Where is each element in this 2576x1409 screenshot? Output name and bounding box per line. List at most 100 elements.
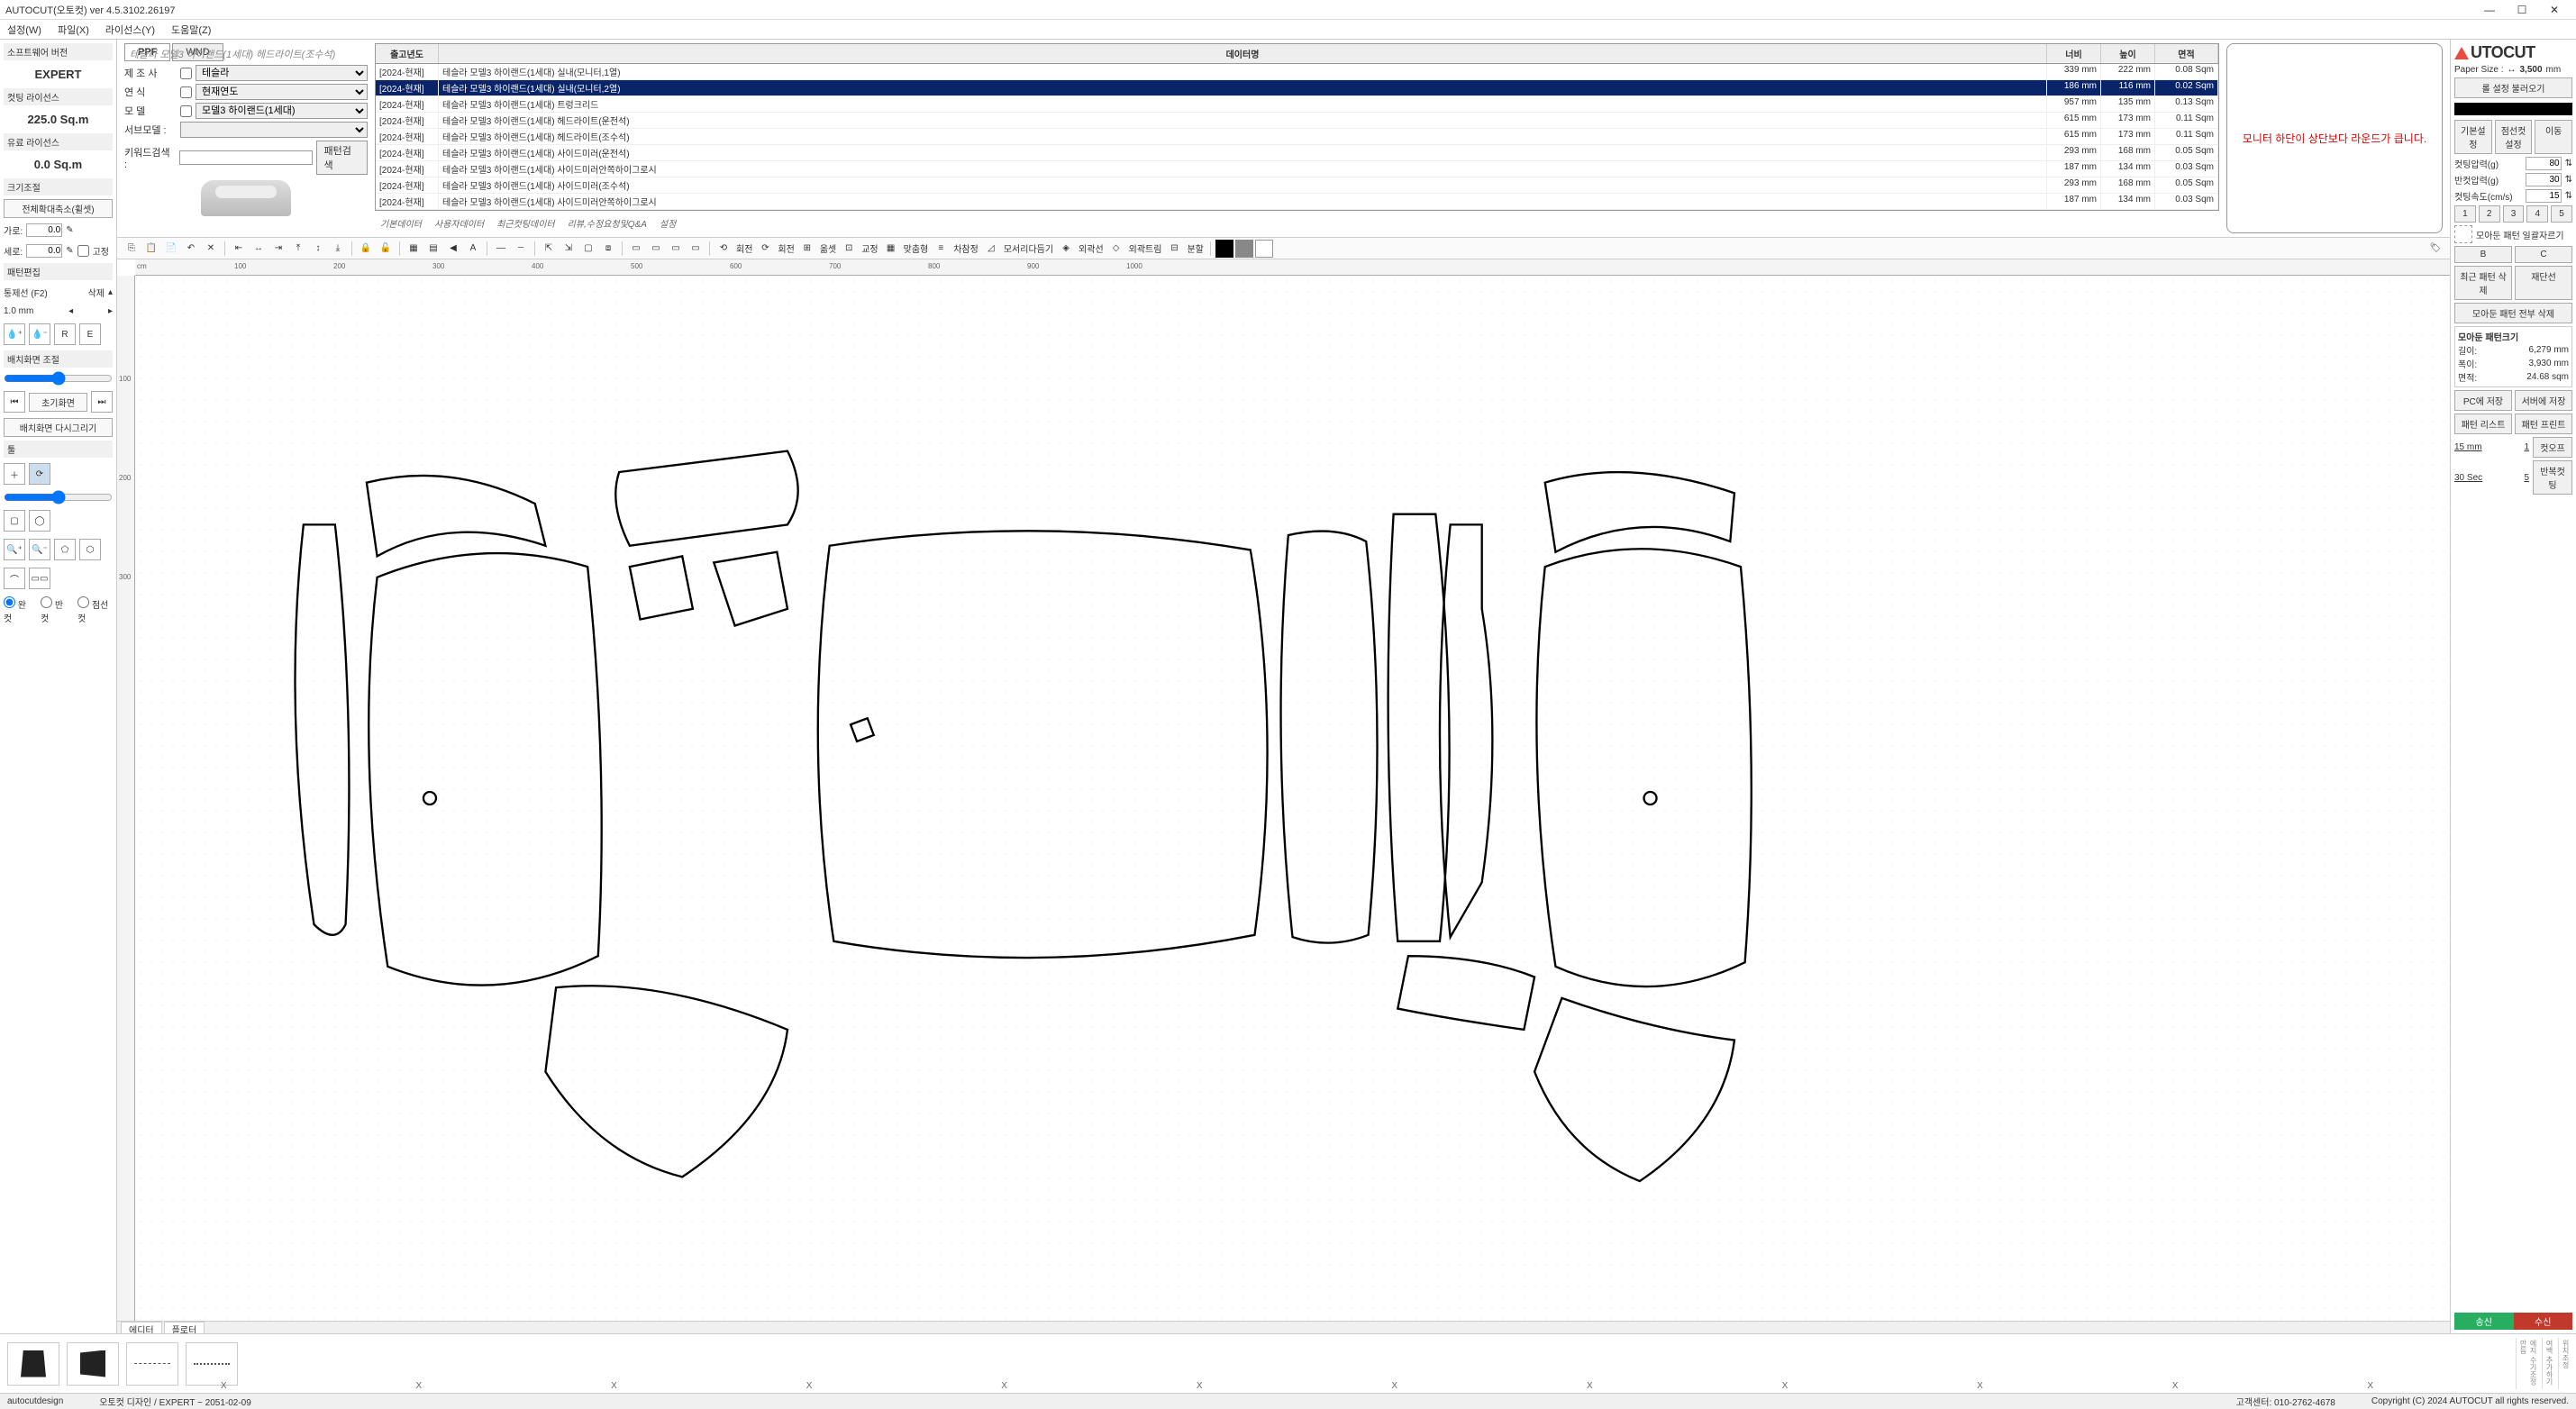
page-3-button[interactable]: 3 xyxy=(2503,205,2525,223)
zoom-in-icon[interactable]: 🔍⁺ xyxy=(4,539,25,560)
dash-icon[interactable]: ┄ xyxy=(512,240,530,258)
flip-icon[interactable]: ⟲ xyxy=(715,240,733,258)
grid1-icon[interactable]: ▦ xyxy=(405,240,423,258)
data-tab-review[interactable]: 리뷰,수정요청및Q&A xyxy=(562,214,652,232)
pattern-print-button[interactable]: 패턴 프린트 xyxy=(2515,414,2572,434)
table-row[interactable]: [2024-현재]테슬라 모델3 하이랜드(1세대) 사이드미러안쪽하이그로시1… xyxy=(376,161,2218,177)
menu-settings[interactable]: 설정(W) xyxy=(7,23,41,37)
cut-full-radio[interactable]: 완 컷 xyxy=(4,596,33,624)
col-name[interactable]: 데이터명 xyxy=(439,44,2047,63)
align-center-icon[interactable]: ↔ xyxy=(250,240,268,258)
box2-icon[interactable]: ⧈ xyxy=(599,240,617,258)
arrow-in-icon[interactable]: ⇲ xyxy=(560,240,578,258)
year-checkbox[interactable] xyxy=(180,86,192,98)
table-row[interactable]: [2024-현재]테슬라 모델3 하이랜드(1세대) 사이드미러안쪽하이그로시1… xyxy=(376,194,2218,210)
table-row[interactable]: [2024-현재]테슬라 모델3 하이랜드(1세대) 실내(모니터,2열)186… xyxy=(376,80,2218,96)
interval-value[interactable]: 30 Sec xyxy=(2454,473,2482,483)
table-row[interactable]: [2024-현재]테슬라 모델3 하이랜드(1세대) 실내(모니터,1열)339… xyxy=(376,64,2218,80)
refresh-tool-icon[interactable]: ⟳ xyxy=(29,463,50,485)
align-top-icon[interactable]: ⤒ xyxy=(289,240,307,258)
rotate-icon[interactable]: ⟳ xyxy=(756,240,774,258)
thumb-1[interactable] xyxy=(7,1342,59,1386)
minimize-button[interactable]: — xyxy=(2473,0,2506,20)
zoom-out-icon[interactable]: 🔍⁻ xyxy=(29,539,50,560)
submodel-select[interactable] xyxy=(180,122,368,138)
cut-pressure-input[interactable] xyxy=(2526,157,2562,170)
load-roll-button[interactable]: 롤 설정 불러오기 xyxy=(2454,77,2572,98)
repeat-button[interactable]: 반복컷팅 xyxy=(2533,460,2572,495)
swatch-black-icon[interactable] xyxy=(1215,240,1233,258)
page-4-button[interactable]: 4 xyxy=(2526,205,2548,223)
align-bottom-icon[interactable]: ⤓ xyxy=(329,240,347,258)
model-select[interactable]: 모델3 하이랜드(1세대) xyxy=(196,103,368,119)
next-page-icon[interactable]: ⏭ xyxy=(91,391,113,413)
width-input[interactable] xyxy=(26,223,62,237)
plus-tool-icon[interactable]: ＋ xyxy=(4,463,25,485)
arc-tool-icon[interactable]: ⌒ xyxy=(4,568,25,589)
drawing-canvas[interactable] xyxy=(135,276,2450,1321)
pattern-list-button[interactable]: 패턴 리스트 xyxy=(2454,414,2512,434)
shape2-icon[interactable]: ▭ xyxy=(647,240,665,258)
col-area[interactable]: 면적 xyxy=(2155,44,2218,63)
cut-half-radio[interactable]: 반 컷 xyxy=(41,596,70,624)
arrow-out-icon[interactable]: ⇱ xyxy=(540,240,558,258)
r-button[interactable]: R xyxy=(54,323,76,345)
data-tab-settings[interactable]: 설정 xyxy=(654,214,681,232)
align-right-icon[interactable]: ⇥ xyxy=(269,240,287,258)
page-5-button[interactable]: 5 xyxy=(2551,205,2572,223)
table-row[interactable]: [2024-현재]테슬라 모델3 하이랜드(1세대) 트렁크리드957 mm13… xyxy=(376,96,2218,113)
menu-file[interactable]: 파일(X) xyxy=(58,23,89,37)
right-arrow-icon[interactable]: ▸ xyxy=(108,306,113,316)
col-height[interactable]: 높이 xyxy=(2101,44,2155,63)
save-pc-button[interactable]: PC에 저장 xyxy=(2454,390,2512,411)
maximize-button[interactable]: ☐ xyxy=(2506,0,2538,20)
tool-slider[interactable] xyxy=(4,490,113,505)
delete-icon[interactable]: ✕ xyxy=(202,240,220,258)
align-left-icon[interactable]: ⇤ xyxy=(230,240,248,258)
cut-speed-input[interactable] xyxy=(2526,189,2562,203)
pentagon-tool-icon[interactable]: ⬠ xyxy=(54,539,76,560)
align-middle-icon[interactable]: ↕ xyxy=(309,240,327,258)
tab-move[interactable]: 이동 xyxy=(2535,120,2572,154)
close-button[interactable]: ✕ xyxy=(2538,0,2571,20)
margin-value[interactable]: 15 mm xyxy=(2454,442,2482,452)
tag-tool-icon[interactable]: ⬡ xyxy=(79,539,101,560)
swatch-gray-icon[interactable] xyxy=(1235,240,1253,258)
menu-help[interactable]: 도움말(Z) xyxy=(171,23,211,37)
tab-b[interactable]: B xyxy=(2454,246,2512,263)
year-select[interactable]: 현재연도 xyxy=(196,84,368,100)
up-arrow-icon[interactable]: ▴ xyxy=(108,287,113,297)
text-left-icon[interactable]: ◀ xyxy=(444,240,462,258)
drop-remove-icon[interactable]: 💧⁻ xyxy=(29,323,50,345)
spacing-icon[interactable]: ≡ xyxy=(932,240,950,258)
fix-checkbox[interactable] xyxy=(77,245,89,257)
undo-icon[interactable]: ↶ xyxy=(182,240,200,258)
copy-icon[interactable]: ⎘ xyxy=(123,240,141,258)
tab-dotted-settings[interactable]: 점선컷설정 xyxy=(2495,120,2533,154)
stepper-icon-2[interactable]: ⇅ xyxy=(2565,175,2572,185)
redraw-button[interactable]: 배치화면 다시그리기 xyxy=(4,418,113,437)
tab-c[interactable]: C xyxy=(2515,246,2572,263)
page-2-button[interactable]: 2 xyxy=(2479,205,2500,223)
page-1-button[interactable]: 1 xyxy=(2454,205,2476,223)
table-row[interactable]: [2024-현재]테슬라 모델3 하이랜드(1세대) 헤드라이트(조수석)615… xyxy=(376,129,2218,145)
repeat-count[interactable]: 5 xyxy=(2524,473,2529,483)
grid2-icon[interactable]: ▤ xyxy=(424,240,442,258)
line-icon[interactable]: — xyxy=(492,240,510,258)
stepper-icon-3[interactable]: ⇅ xyxy=(2565,191,2572,201)
width-tool-icon[interactable]: ✎ xyxy=(66,225,73,235)
layout-slider[interactable] xyxy=(4,371,113,386)
recut-button[interactable]: 재단선 xyxy=(2515,266,2572,300)
shape1-icon[interactable]: ▭ xyxy=(627,240,645,258)
swatch-white-icon[interactable] xyxy=(1255,240,1273,258)
thumb-2[interactable] xyxy=(67,1342,119,1386)
text-icon[interactable]: A xyxy=(464,240,482,258)
move-icon[interactable]: ⊞ xyxy=(798,240,816,258)
col-width[interactable]: 너비 xyxy=(2047,44,2101,63)
center-icon[interactable]: ▦ xyxy=(882,240,900,258)
canvas-tab-plotter[interactable]: 플로터 xyxy=(164,1322,205,1333)
drop-add-icon[interactable]: 💧⁺ xyxy=(4,323,25,345)
cutoff-button[interactable]: 컷오프 xyxy=(2533,437,2572,458)
outtrim-icon[interactable]: ◇ xyxy=(1107,240,1125,258)
recent-delete-button[interactable]: 최근 패턴 삭제 xyxy=(2454,266,2512,300)
